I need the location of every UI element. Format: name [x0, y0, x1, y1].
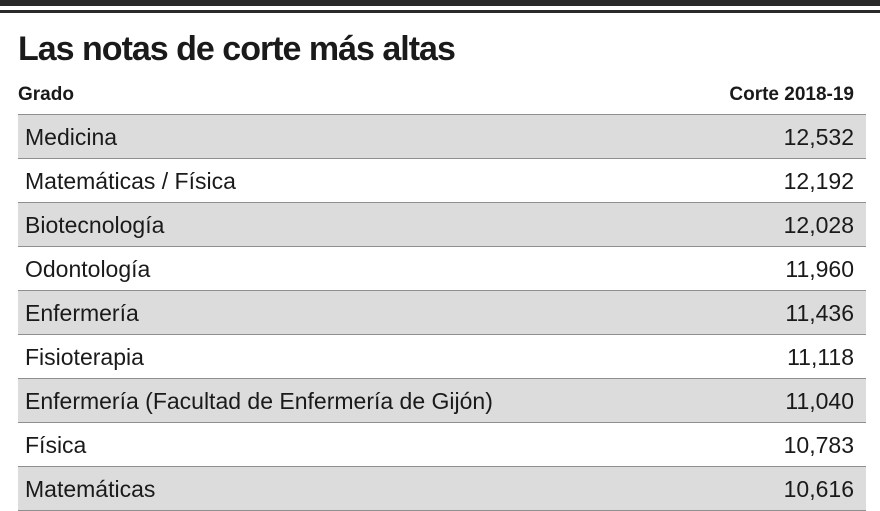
degree-name: Fisioterapia	[25, 343, 144, 370]
cutoff-score: 12,532	[783, 123, 854, 150]
cutoff-score: 11,436	[785, 299, 854, 326]
degree-name: Matemáticas / Física	[25, 167, 236, 194]
degree-name: Odontología	[25, 255, 151, 282]
cutoff-score: 11,040	[785, 387, 854, 414]
column-header-corte: Corte 2018-19	[729, 84, 854, 105]
table-row: Matemáticas / Física 12,192	[18, 159, 866, 203]
degree-name: Biotecnología	[25, 211, 165, 238]
table-row: Fisioterapia 11,118	[18, 335, 866, 379]
cutoff-score: 11,118	[787, 343, 854, 370]
table-row: Matemáticas 10,616	[18, 467, 866, 511]
cutoff-table: Medicina 12,532 Matemáticas / Física 12,…	[18, 114, 866, 511]
degree-name: Enfermería (Facultad de Enfermería de Gi…	[25, 387, 493, 414]
table-row: Odontología 11,960	[18, 247, 866, 291]
table-row: Biotecnología 12,028	[18, 203, 866, 247]
table-row: Medicina 12,532	[18, 115, 866, 159]
degree-name: Enfermería	[25, 299, 139, 326]
cutoff-score: 10,616	[783, 475, 854, 502]
degree-name: Medicina	[25, 123, 118, 150]
cutoff-score: 11,960	[785, 255, 854, 282]
cutoff-score: 12,192	[783, 167, 854, 194]
table-row: Física 10,783	[18, 423, 866, 467]
page-title: Las notas de corte más altas	[18, 30, 456, 68]
cutoff-score: 12,028	[783, 211, 854, 238]
table-row: Enfermería 11,436	[18, 291, 866, 335]
degree-name: Matemáticas	[25, 475, 156, 502]
top-rule-thick	[0, 0, 880, 6]
table-row: Enfermería (Facultad de Enfermería de Gi…	[18, 379, 866, 423]
top-rule-thin	[0, 10, 880, 13]
column-header-grado: Grado	[18, 84, 74, 105]
degree-name: Física	[25, 431, 87, 458]
cutoff-score: 10,783	[783, 431, 854, 458]
